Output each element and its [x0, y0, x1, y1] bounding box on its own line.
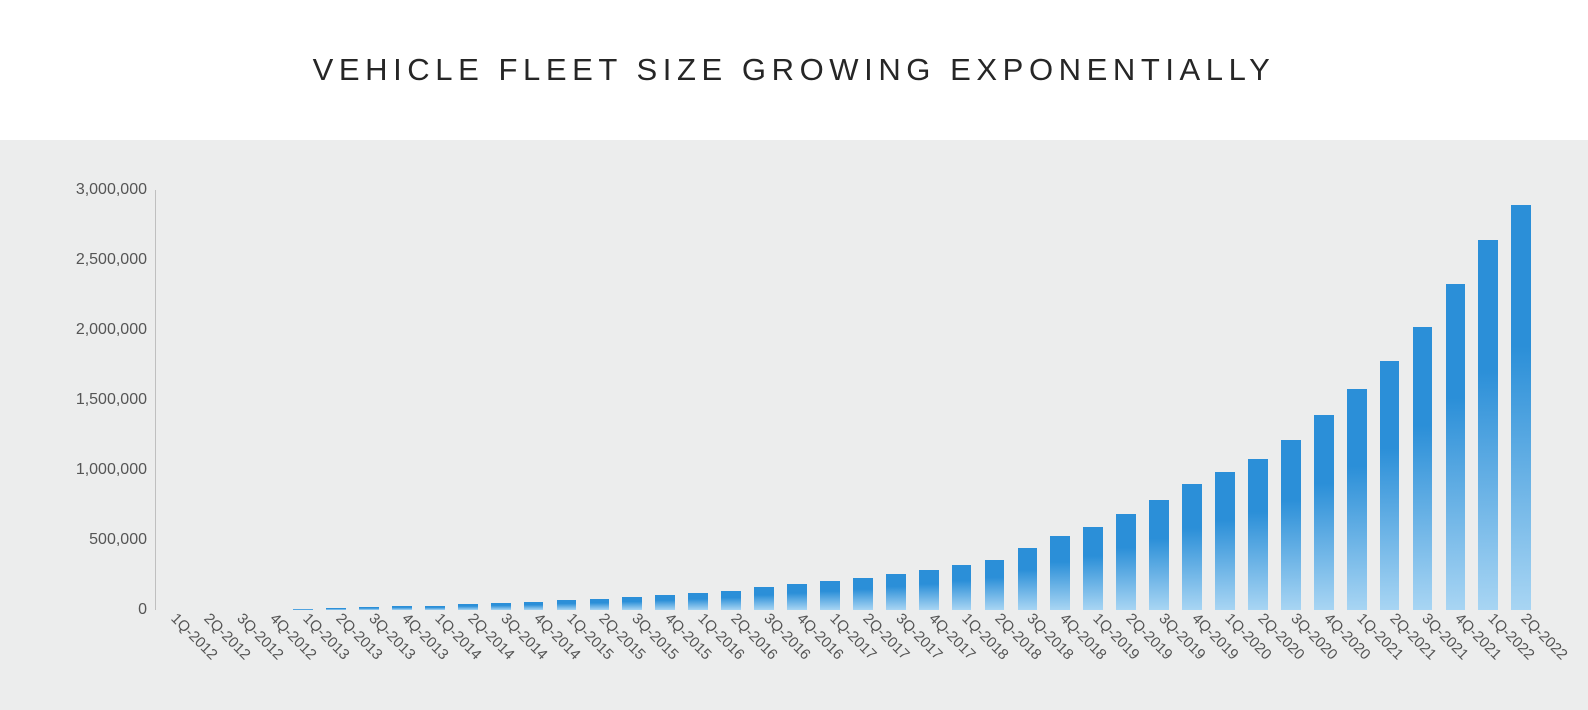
bar-slot: 3Q-2013	[353, 190, 386, 610]
bar-slot: 3Q-2015	[616, 190, 649, 610]
bar	[1281, 440, 1301, 610]
plot-region: 1Q-20122Q-20123Q-20124Q-20121Q-20132Q-20…	[155, 190, 1538, 610]
bar	[425, 606, 445, 610]
bar	[1380, 361, 1400, 610]
bar-slot: 1Q-2021	[1340, 190, 1373, 610]
bar-slot: 1Q-2014	[418, 190, 451, 610]
y-tick-label: 2,000,000	[76, 321, 155, 339]
y-tick-label: 1,500,000	[76, 391, 155, 409]
bar	[1413, 327, 1433, 610]
bar-slot: 4Q-2014	[517, 190, 550, 610]
y-tick-label: 500,000	[89, 531, 155, 549]
bar	[886, 574, 906, 610]
y-tick-label: 3,000,000	[76, 181, 155, 199]
chart-panel: 1Q-20122Q-20123Q-20124Q-20121Q-20132Q-20…	[0, 140, 1588, 710]
bar-slot: 3Q-2018	[1011, 190, 1044, 610]
bar-slot: 1Q-2015	[550, 190, 583, 610]
bar	[1182, 484, 1202, 610]
bar-slot: 4Q-2019	[1176, 190, 1209, 610]
bar	[1215, 472, 1235, 610]
bar	[1478, 240, 1498, 610]
y-tick-label: 1,000,000	[76, 461, 155, 479]
bar-slot: 2Q-2022	[1505, 190, 1538, 610]
bar-slot: 1Q-2012	[155, 190, 188, 610]
bar	[491, 603, 511, 610]
bar	[622, 597, 642, 610]
bar-slot: 4Q-2015	[649, 190, 682, 610]
bar-slot: 2Q-2013	[320, 190, 353, 610]
bar-slot: 1Q-2016	[682, 190, 715, 610]
bar	[392, 606, 412, 610]
bar-slot: 4Q-2021	[1439, 190, 1472, 610]
bar	[1083, 527, 1103, 610]
bar-slot: 2Q-2020	[1241, 190, 1274, 610]
bar-slot: 2Q-2015	[583, 190, 616, 610]
bar	[919, 570, 939, 610]
bar	[952, 565, 972, 610]
bar	[1050, 536, 1070, 610]
bar-slot: 1Q-2022	[1472, 190, 1505, 610]
bar-slot: 4Q-2013	[385, 190, 418, 610]
bar-slot: 3Q-2016	[748, 190, 781, 610]
bar	[721, 591, 741, 610]
bar-slot: 3Q-2020	[1274, 190, 1307, 610]
bar	[985, 560, 1005, 610]
bar	[590, 599, 610, 610]
bar-slot: 1Q-2018	[945, 190, 978, 610]
bar	[754, 587, 774, 610]
bar-slot: 2Q-2019	[1110, 190, 1143, 610]
chart-title: VEHICLE FLEET SIZE GROWING EXPONENTIALLY	[313, 52, 1276, 88]
bar	[1511, 205, 1531, 610]
bar	[1018, 548, 1038, 610]
bar	[1149, 500, 1169, 610]
chart-area: 1Q-20122Q-20123Q-20124Q-20121Q-20132Q-20…	[30, 180, 1558, 710]
bar	[1248, 459, 1268, 610]
bars-container: 1Q-20122Q-20123Q-20124Q-20121Q-20132Q-20…	[155, 190, 1538, 610]
bar-slot: 4Q-2017	[912, 190, 945, 610]
bar-slot: 4Q-2018	[1044, 190, 1077, 610]
bar-slot: 4Q-2016	[781, 190, 814, 610]
y-tick-label: 0	[138, 601, 155, 619]
bar-slot: 1Q-2013	[287, 190, 320, 610]
bar	[557, 600, 577, 610]
bar-slot: 2Q-2016	[715, 190, 748, 610]
page: VEHICLE FLEET SIZE GROWING EXPONENTIALLY…	[0, 0, 1588, 710]
bar	[524, 602, 544, 610]
bar	[820, 581, 840, 610]
bar	[853, 578, 873, 610]
y-tick-label: 2,500,000	[76, 251, 155, 269]
title-area: VEHICLE FLEET SIZE GROWING EXPONENTIALLY	[0, 0, 1588, 140]
bar	[688, 593, 708, 610]
bar-slot: 2Q-2018	[978, 190, 1011, 610]
bar-slot: 3Q-2012	[221, 190, 254, 610]
bar	[655, 595, 675, 610]
bar-slot: 2Q-2014	[451, 190, 484, 610]
bar-slot: 3Q-2021	[1406, 190, 1439, 610]
bar	[1116, 514, 1136, 610]
bar-slot: 1Q-2020	[1209, 190, 1242, 610]
bar-slot: 3Q-2017	[879, 190, 912, 610]
bar-slot: 2Q-2021	[1373, 190, 1406, 610]
bar	[787, 584, 807, 610]
bar	[1446, 284, 1466, 610]
bar-slot: 3Q-2014	[484, 190, 517, 610]
bar-slot: 3Q-2019	[1143, 190, 1176, 610]
bar	[458, 604, 478, 610]
bar-slot: 1Q-2017	[813, 190, 846, 610]
bar-slot: 4Q-2012	[254, 190, 287, 610]
bar	[359, 607, 379, 610]
bar	[1347, 389, 1367, 610]
bar-slot: 4Q-2020	[1307, 190, 1340, 610]
bar-slot: 1Q-2019	[1077, 190, 1110, 610]
bar-slot: 2Q-2012	[188, 190, 221, 610]
bar	[1314, 415, 1334, 610]
bar-slot: 2Q-2017	[846, 190, 879, 610]
